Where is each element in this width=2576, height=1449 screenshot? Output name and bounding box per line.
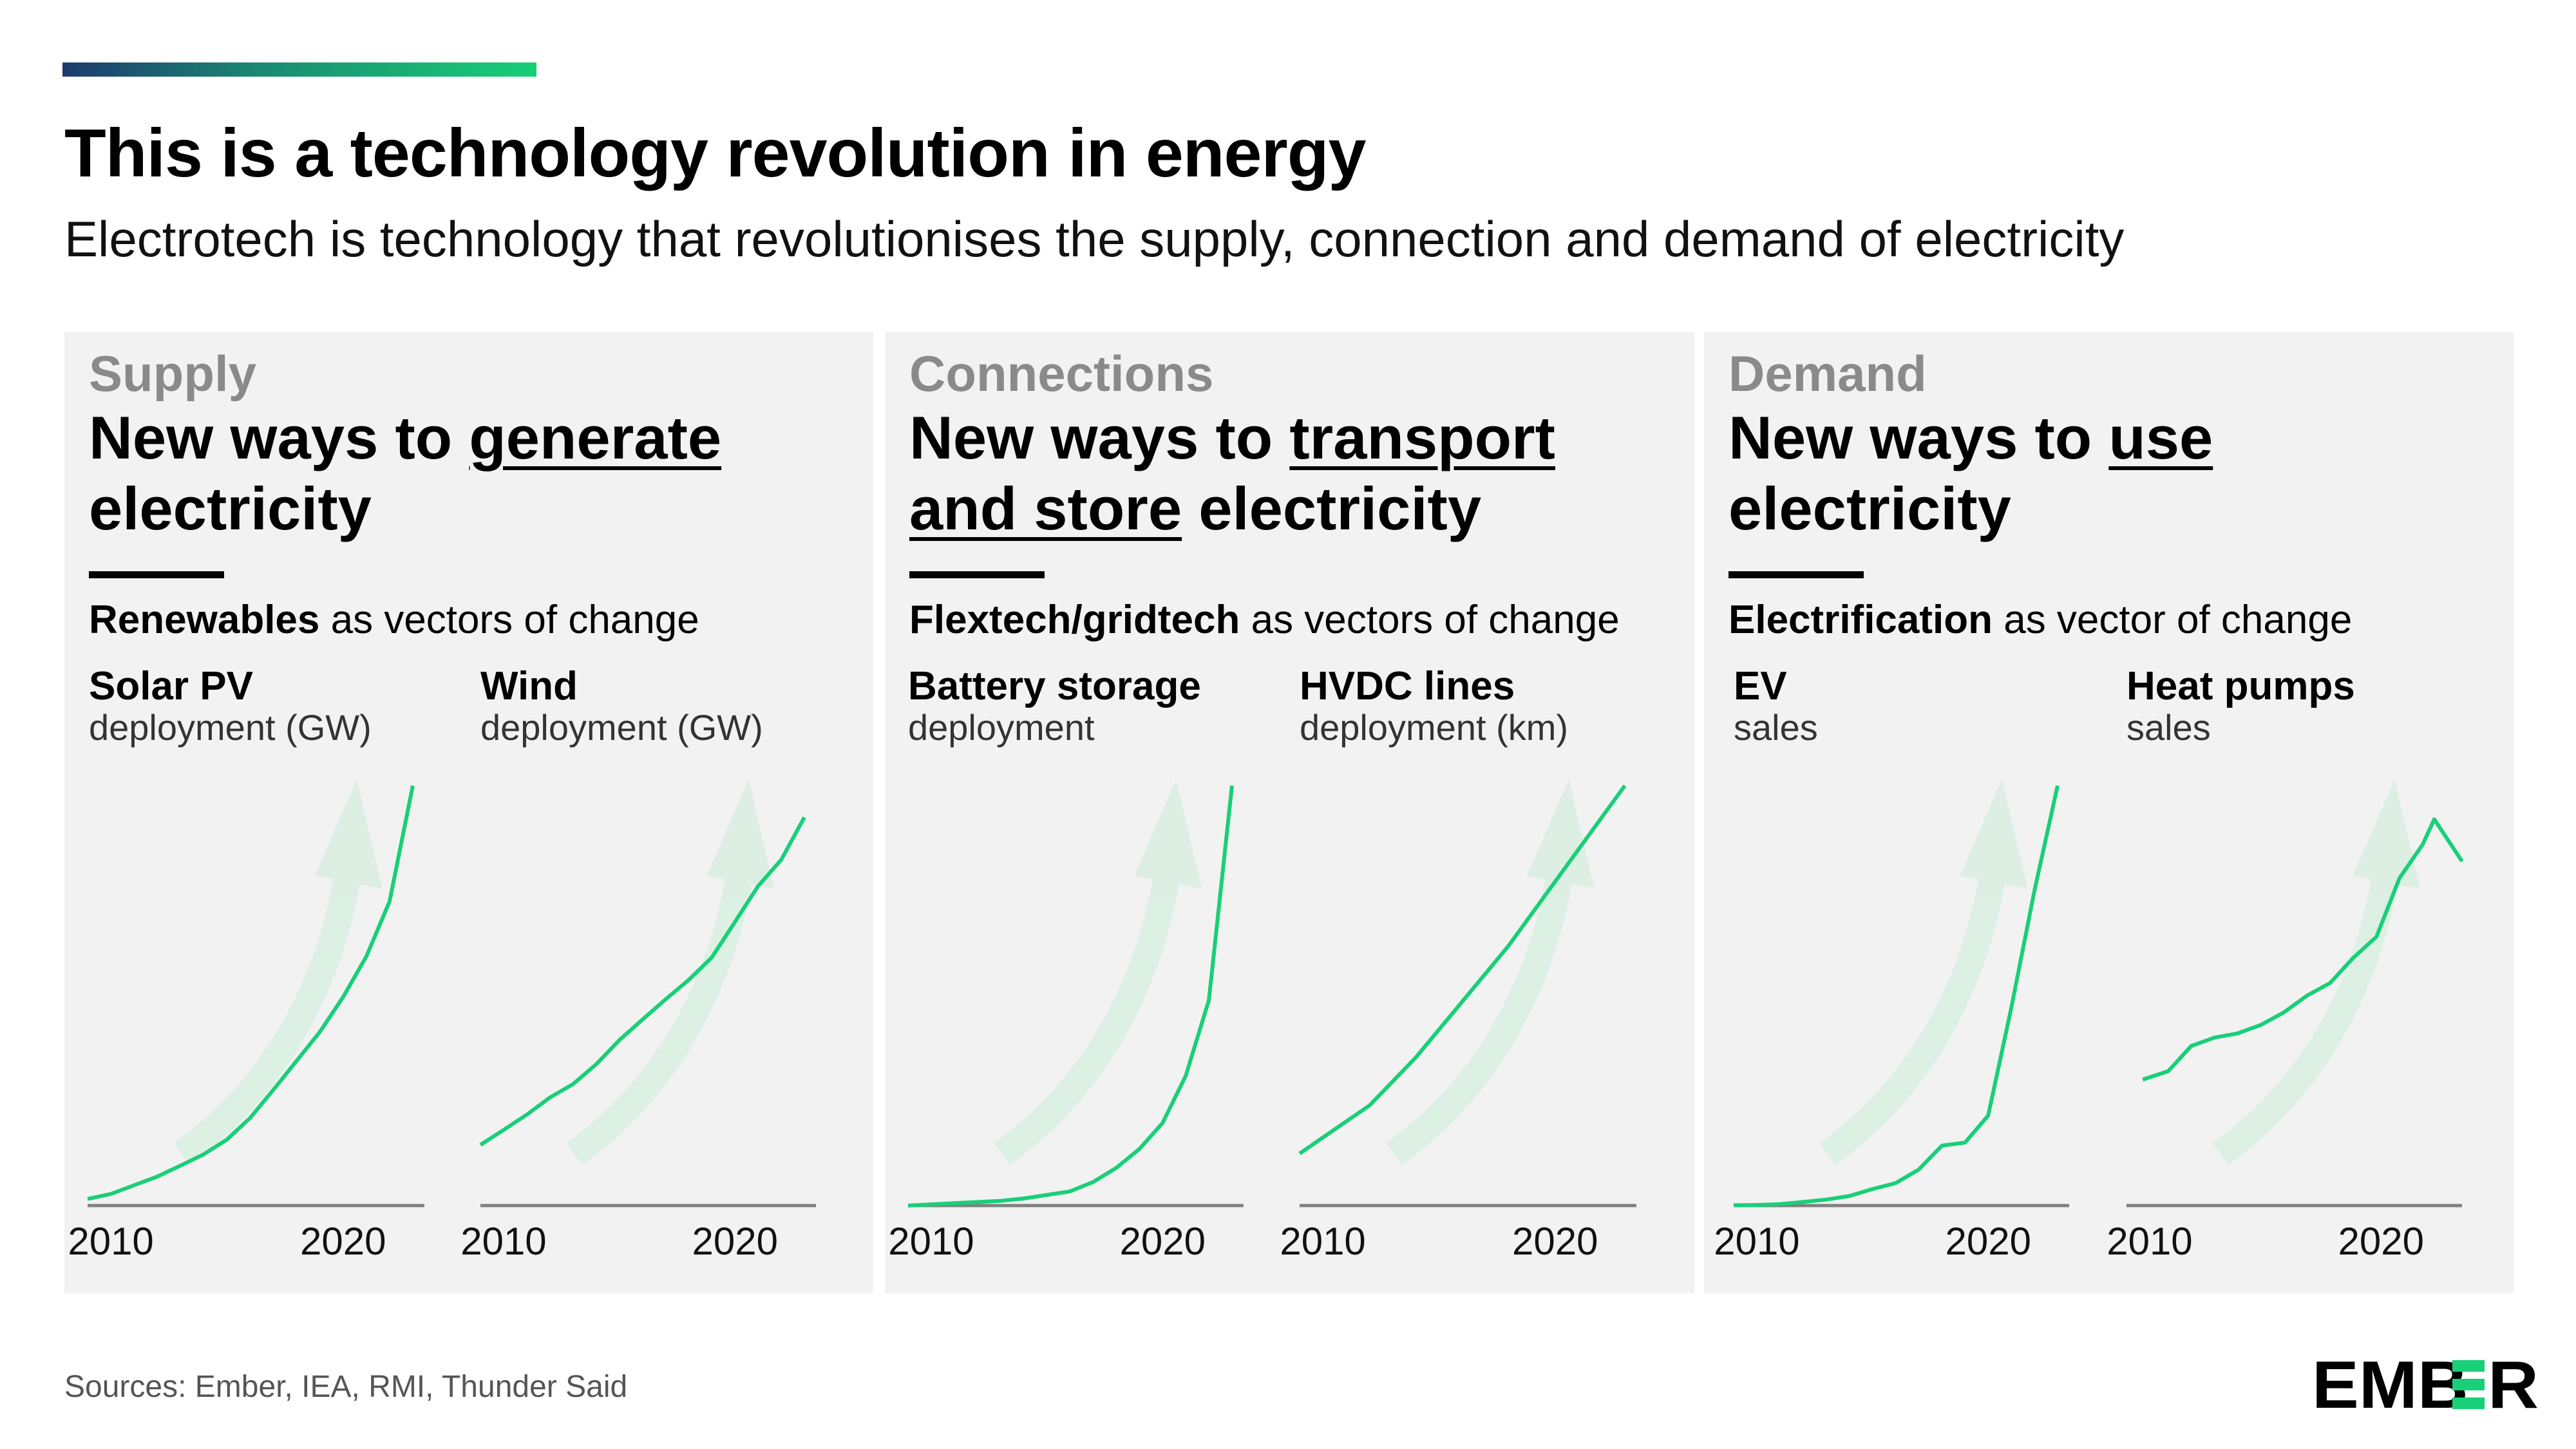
svg-text:EMB R: EMB R [2312,1359,2539,1410]
chart-subtitle: deployment (km) [1300,707,1569,748]
vector-bold: Flextech/gridtech [909,598,1240,642]
x-tick-label: 2010 [2107,1220,2192,1263]
arrow-shaft [566,855,756,1166]
arrow-head [1526,779,1595,889]
trend-arrow-icon [1819,779,2028,1166]
headline-underlined: generate [469,404,722,471]
chart-subtitle: sales [2126,707,2211,748]
arrow-head [2353,779,2421,889]
arrow-shaft [994,855,1184,1166]
headline-underlined: use [2108,404,2213,471]
headline-text: electricity [1728,475,2011,542]
series-line [1298,784,1627,1155]
chart-title: Wind [480,664,578,708]
headline-text: New ways to [89,404,469,471]
chart-subtitle: sales [1734,707,1818,748]
x-tick-label: 2020 [1512,1220,1598,1263]
headline-underlined: transport [1289,404,1555,471]
arrow-head [1134,779,1202,889]
headline-text: electricity [1182,475,1482,542]
vector-bold: Electrification [1728,598,1993,642]
panel-connections: Connections New ways to transport and sto… [885,332,1694,1293]
chart-title: Solar PV [89,664,253,708]
x-tick-label: 2020 [692,1220,777,1263]
x-tick-label: 2010 [888,1220,974,1263]
arrow-head [314,779,383,889]
series-line [907,785,1234,1208]
chart-subtitle: deployment (GW) [89,707,372,748]
headline-underlined: and store [909,475,1182,542]
vector-label: Flextech/gridtech as vectors of change [909,597,1620,643]
panel-category: Demand [1728,345,1927,402]
x-tick-label: 2020 [2338,1220,2423,1263]
chart-title: HVDC lines [1300,664,1515,708]
arrow-shaft [1386,855,1576,1166]
panel-headline: New ways to generate electricity [89,402,721,544]
arrow-head [706,779,775,889]
panel-headline: New ways to use electricity [1728,402,2213,544]
chart-wind: 2010 2020 [460,779,816,1263]
chart-solar-pv: 2010 2020 [68,779,424,1263]
chart-title: Battery storage [908,664,1201,708]
x-tick-label: 2010 [1714,1220,1799,1263]
chart-ev: 2010 2020 [1714,779,2069,1263]
divider [909,571,1045,578]
vector-rest: as vector of change [1993,598,2353,642]
chart-heat-pumps: 2010 2020 [2107,779,2464,1263]
chart-battery-storage: 2010 2020 [888,779,1244,1263]
arrow-shaft [1819,855,2009,1166]
trend-arrow-icon [2212,779,2421,1166]
x-tick-label: 2020 [1119,1220,1205,1263]
series-line [1733,785,2060,1208]
x-tick-label: 2010 [68,1220,153,1263]
series-line [87,785,415,1201]
vector-bold: Renewables [89,598,320,642]
trend-arrow-icon [994,779,1202,1166]
x-tick-label: 2010 [1280,1220,1365,1263]
series-line [479,816,806,1147]
trend-arrow-icon [174,779,383,1166]
vector-label: Renewables as vectors of change [89,597,699,643]
series-line [2142,817,2464,1082]
trend-arrow-icon [1386,779,1595,1166]
divider [1728,571,1864,578]
x-tick-label: 2020 [300,1220,386,1263]
chart-title: EV [1734,664,1787,708]
arrow-shaft [174,855,364,1166]
panel-demand: Demand New ways to use electricity Electr… [1704,332,2514,1293]
arrow-shaft [2212,855,2402,1166]
headline-text: electricity [89,475,372,542]
page-title: This is a technology revolution in energ… [64,115,1366,191]
panel-category: Supply [89,345,257,402]
ember-logo: EMB R [2312,1359,2539,1410]
panel-headline: New ways to transport and store electrici… [909,402,1555,544]
chart-hvdc-lines: 2010 2020 [1280,779,1636,1263]
x-tick-label: 2010 [460,1220,546,1263]
sources-note: Sources: Ember, IEA, RMI, Thunder Said [64,1370,628,1404]
vector-label: Electrification as vector of change [1728,597,2352,643]
accent-bar [62,62,536,77]
panel-category: Connections [909,345,1214,402]
vector-rest: as vectors of change [319,598,699,642]
headline-text: New ways to [909,404,1290,471]
arrow-head [1960,779,2028,889]
divider [89,571,224,578]
headline-text: New ways to [1728,404,2109,471]
chart-subtitle: deployment [908,707,1095,748]
chart-title: Heat pumps [2126,664,2355,708]
page-subtitle: Electrotech is technology that revolutio… [64,211,2125,267]
x-tick-label: 2020 [1945,1220,2031,1263]
chart-subtitle: deployment (GW) [480,707,763,748]
trend-arrow-icon [566,779,775,1166]
vector-rest: as vectors of change [1240,598,1620,642]
